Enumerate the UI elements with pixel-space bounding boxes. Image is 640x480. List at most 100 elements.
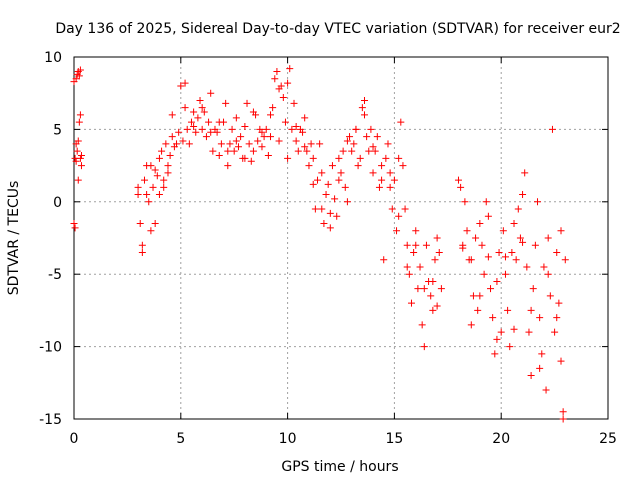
data-point <box>512 256 520 264</box>
data-point <box>70 220 78 228</box>
x-tick-label: 15 <box>385 431 403 447</box>
data-point <box>508 248 516 256</box>
y-tick-label: 0 <box>53 195 62 211</box>
data-point <box>209 147 217 155</box>
data-point <box>72 140 80 148</box>
data-point <box>301 143 309 151</box>
data-point <box>339 147 347 155</box>
data-point <box>523 263 531 271</box>
data-point <box>476 220 484 228</box>
data-point <box>373 133 381 141</box>
data-point <box>557 227 565 235</box>
data-point <box>307 140 315 148</box>
data-point <box>318 169 326 177</box>
data-point <box>187 118 195 126</box>
chart-title: Day 136 of 2025, Sidereal Day-to-day VTE… <box>55 21 620 37</box>
data-point <box>215 151 223 159</box>
data-point <box>192 128 200 136</box>
data-point <box>264 151 272 159</box>
data-point <box>168 111 176 119</box>
data-point <box>294 147 302 155</box>
data-point <box>177 82 185 90</box>
data-point <box>243 99 251 107</box>
data-point <box>160 183 168 191</box>
data-point <box>275 85 283 93</box>
data-point <box>290 99 298 107</box>
data-point <box>493 335 501 343</box>
data-point <box>497 328 505 336</box>
data-point <box>273 67 281 75</box>
data-point <box>478 241 486 249</box>
data-point <box>384 140 392 148</box>
data-point <box>386 169 394 177</box>
data-point <box>309 180 317 188</box>
data-point <box>433 234 441 242</box>
data-point <box>534 198 542 206</box>
data-point <box>422 241 430 249</box>
data-point <box>397 118 405 126</box>
data-point <box>207 128 215 136</box>
data-point <box>407 299 415 307</box>
data-point <box>382 154 390 162</box>
data-point <box>559 415 567 423</box>
data-point <box>403 241 411 249</box>
x-tick-label: 5 <box>176 431 185 447</box>
data-point <box>284 79 292 87</box>
data-point <box>467 256 475 264</box>
data-point <box>501 253 509 261</box>
data-point <box>275 137 283 145</box>
data-point <box>75 118 83 126</box>
data-point <box>168 133 176 141</box>
data-point <box>495 248 503 256</box>
data-point <box>474 306 482 314</box>
data-point <box>360 111 368 119</box>
data-point <box>420 285 428 293</box>
data-point <box>267 133 275 141</box>
data-point <box>149 183 157 191</box>
data-point <box>314 176 322 184</box>
data-point <box>461 198 469 206</box>
data-point <box>350 140 358 148</box>
data-point <box>166 151 174 159</box>
data-point <box>217 140 225 148</box>
data-point <box>405 270 413 278</box>
data-point <box>365 147 373 155</box>
x-tick-label: 25 <box>599 431 617 447</box>
data-point <box>331 195 339 203</box>
data-point <box>540 263 548 271</box>
data-point <box>198 125 206 133</box>
data-point <box>76 154 84 162</box>
data-point <box>207 89 215 97</box>
data-point <box>337 169 345 177</box>
data-point <box>354 162 362 170</box>
y-tick-label: 10 <box>44 50 62 66</box>
x-tick-label: 0 <box>70 431 79 447</box>
data-point <box>183 125 191 133</box>
data-point <box>316 140 324 148</box>
data-point <box>164 169 172 177</box>
data-point <box>213 128 221 136</box>
data-point <box>457 183 465 191</box>
data-point <box>360 96 368 104</box>
data-point <box>224 147 232 155</box>
data-point <box>390 176 398 184</box>
data-point <box>516 234 524 242</box>
data-point <box>247 157 255 165</box>
data-point <box>536 314 544 322</box>
data-point <box>378 176 386 184</box>
data-point <box>175 128 183 136</box>
data-point <box>190 123 198 131</box>
data-point <box>544 234 552 242</box>
data-point <box>226 140 234 148</box>
data-point <box>504 306 512 314</box>
data-point <box>245 140 253 148</box>
data-point <box>73 147 81 155</box>
data-point <box>326 224 334 232</box>
data-point <box>538 350 546 358</box>
data-point <box>74 176 82 184</box>
data-point <box>181 79 189 87</box>
data-point <box>510 220 518 228</box>
x-tick-label: 10 <box>279 431 297 447</box>
plot-frame <box>73 56 609 420</box>
